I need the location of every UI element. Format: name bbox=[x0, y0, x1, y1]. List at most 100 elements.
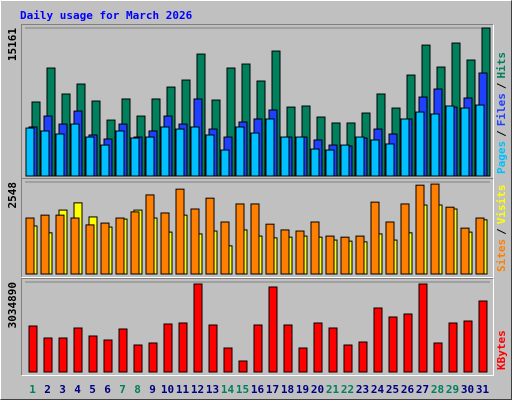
legend-entry: KBytes bbox=[495, 330, 508, 370]
panel-border bbox=[21, 278, 494, 376]
x-tick-label: 9 bbox=[149, 383, 156, 396]
bar bbox=[70, 123, 80, 177]
bar bbox=[235, 203, 245, 275]
x-tick-label: 18 bbox=[281, 383, 294, 396]
x-tick-label: 15 bbox=[236, 383, 249, 396]
x-tick-label: 19 bbox=[296, 383, 309, 396]
x-tick-label: 8 bbox=[134, 383, 141, 396]
bar bbox=[88, 335, 98, 373]
bar bbox=[325, 149, 335, 177]
bar bbox=[463, 320, 473, 373]
bar bbox=[280, 229, 290, 275]
bar bbox=[280, 136, 290, 177]
bar bbox=[475, 217, 485, 275]
bar bbox=[433, 342, 443, 373]
bar bbox=[100, 144, 110, 177]
bar bbox=[415, 111, 425, 177]
bar bbox=[40, 214, 50, 275]
x-tick-label: 2 bbox=[44, 383, 51, 396]
bar bbox=[145, 194, 155, 275]
legend: Pages / Files / Hits bbox=[495, 52, 508, 174]
bar bbox=[148, 342, 158, 373]
bar bbox=[58, 337, 68, 373]
y-tick-label: 3034890 bbox=[6, 282, 19, 328]
bar bbox=[373, 307, 383, 373]
bar bbox=[460, 227, 470, 275]
bar bbox=[385, 143, 395, 177]
bar bbox=[208, 324, 218, 373]
x-tick-label: 10 bbox=[161, 383, 174, 396]
bar bbox=[415, 184, 425, 275]
bar bbox=[115, 217, 125, 275]
bar bbox=[133, 344, 143, 373]
bar bbox=[418, 283, 428, 373]
bar bbox=[160, 212, 170, 275]
x-tick-label: 12 bbox=[191, 383, 204, 396]
bar bbox=[235, 126, 245, 177]
bar bbox=[160, 126, 170, 177]
bar bbox=[475, 104, 485, 177]
bar bbox=[223, 347, 233, 373]
y-tick-label: 2548 bbox=[6, 182, 19, 209]
bar bbox=[403, 313, 413, 373]
bar bbox=[310, 221, 320, 275]
bar bbox=[193, 283, 203, 373]
bar bbox=[55, 214, 65, 275]
y-tick-label: 15161 bbox=[6, 28, 19, 61]
bar bbox=[448, 322, 458, 373]
bar bbox=[370, 139, 380, 177]
x-tick-label: 29 bbox=[446, 383, 459, 396]
panel-border bbox=[21, 24, 494, 180]
x-tick-label: 20 bbox=[311, 383, 324, 396]
x-tick-label: 6 bbox=[104, 383, 111, 396]
bar bbox=[100, 222, 110, 275]
bar bbox=[400, 203, 410, 275]
bar bbox=[175, 188, 185, 275]
bar bbox=[163, 323, 173, 373]
x-tick-label: 5 bbox=[89, 383, 96, 396]
bar bbox=[298, 347, 308, 373]
legend-entry: Pages bbox=[495, 141, 508, 174]
legend-separator: / bbox=[495, 82, 508, 89]
bar bbox=[340, 236, 350, 275]
bar bbox=[250, 203, 260, 275]
legend: Sites / Visits bbox=[495, 185, 508, 273]
bar bbox=[178, 322, 188, 373]
panel-border bbox=[21, 178, 494, 278]
bar bbox=[115, 130, 125, 177]
bar bbox=[388, 316, 398, 373]
x-tick-label: 30 bbox=[461, 383, 474, 396]
bar bbox=[460, 107, 470, 177]
bar bbox=[43, 337, 53, 373]
legend: KBytes bbox=[495, 330, 508, 370]
x-tick-label: 28 bbox=[431, 383, 444, 396]
x-tick-label: 26 bbox=[401, 383, 415, 396]
bar bbox=[265, 223, 275, 275]
bar bbox=[190, 126, 200, 177]
x-tick-label: 25 bbox=[386, 383, 399, 396]
bar bbox=[355, 235, 365, 275]
bar bbox=[73, 327, 83, 373]
bar bbox=[295, 230, 305, 275]
bar bbox=[85, 136, 95, 177]
x-tick-label: 11 bbox=[176, 383, 190, 396]
bar bbox=[313, 322, 323, 373]
x-tick-label: 7 bbox=[119, 383, 126, 396]
bar bbox=[205, 197, 215, 275]
x-tick-label: 31 bbox=[476, 383, 490, 396]
x-tick-label: 3 bbox=[59, 383, 66, 396]
bar bbox=[28, 325, 38, 373]
bar bbox=[478, 300, 488, 373]
x-tick-label: 27 bbox=[416, 383, 429, 396]
bar bbox=[70, 217, 80, 275]
bar bbox=[220, 149, 230, 177]
bar bbox=[385, 221, 395, 275]
bar bbox=[55, 133, 65, 177]
bar bbox=[40, 130, 50, 177]
bar bbox=[145, 136, 155, 177]
bar bbox=[268, 286, 278, 373]
x-tick-label: 21 bbox=[326, 383, 340, 396]
bar bbox=[430, 113, 440, 177]
